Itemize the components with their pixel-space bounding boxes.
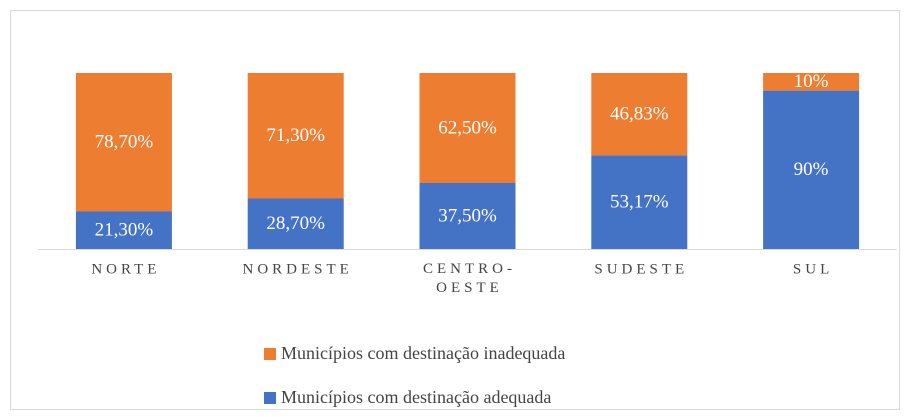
x-tick-label: CENTRO- OESTE: [423, 261, 516, 296]
value-label: 28,70%: [266, 213, 325, 234]
value-label: 10%: [794, 71, 829, 92]
bar-segment: [419, 73, 516, 183]
x-tick-label-line: CENTRO-: [423, 261, 516, 277]
value-label: 71,30%: [266, 125, 325, 146]
bar-segment: [591, 155, 688, 249]
bar-segment: [75, 73, 172, 212]
legend-label: Municípios com destinação adequada: [281, 387, 551, 407]
legend-swatch: [264, 348, 276, 360]
value-label: 21,30%: [95, 220, 154, 241]
value-label: 46,83%: [610, 104, 669, 125]
legend-swatch: [264, 392, 276, 404]
bar-segment: [247, 198, 344, 249]
bar-segment: [763, 90, 860, 249]
value-label: 37,50%: [438, 205, 497, 226]
value-label: 53,17%: [610, 192, 669, 213]
bar-segment: [591, 73, 688, 156]
value-label: 78,70%: [95, 132, 154, 153]
x-tick-label: NORTE: [91, 261, 160, 277]
bar-segment: [419, 183, 516, 249]
value-label: 62,50%: [438, 117, 497, 138]
bar-segment: [247, 73, 344, 199]
bar-segment: [75, 211, 172, 249]
x-tick-label: SUL: [793, 261, 833, 277]
bar-segment: [763, 73, 860, 91]
x-tick-label: SUDESTE: [594, 261, 688, 277]
value-label: 90%: [794, 159, 829, 180]
x-tick-label-line: OESTE: [436, 280, 503, 296]
legend-label: Municípios com destinação inadequada: [281, 343, 565, 363]
x-tick-label: NORDESTE: [243, 261, 353, 277]
